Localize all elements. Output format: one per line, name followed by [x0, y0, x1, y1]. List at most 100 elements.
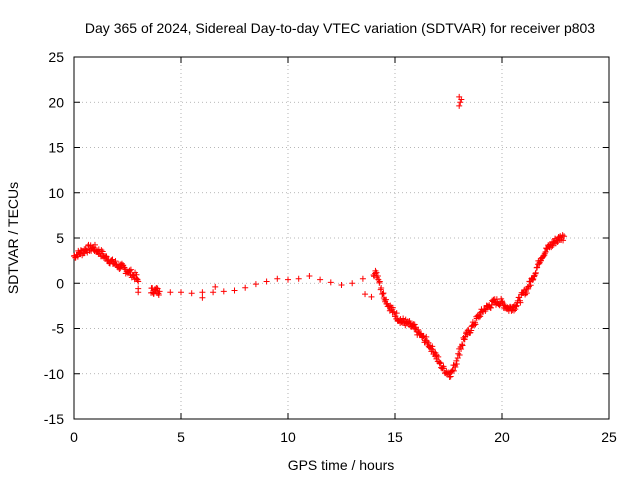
data-point	[532, 269, 539, 276]
data-point	[379, 290, 386, 297]
data-point	[156, 288, 163, 295]
x-tick-label: 25	[601, 429, 617, 445]
data-point	[456, 102, 463, 109]
data-point	[263, 278, 270, 285]
data-point	[429, 346, 436, 353]
data-point	[112, 258, 119, 265]
data-point	[285, 276, 291, 283]
data-point	[359, 275, 366, 282]
data-point	[368, 293, 375, 300]
data-point	[295, 275, 302, 282]
data-points	[71, 93, 568, 380]
data-point	[91, 241, 98, 248]
data-point	[393, 310, 400, 317]
data-point	[199, 294, 206, 301]
data-point	[409, 322, 416, 329]
data-point	[560, 237, 567, 244]
data-point	[472, 321, 479, 328]
y-tick-label: 5	[56, 230, 64, 246]
y-tick-label: -15	[44, 411, 64, 427]
data-point	[338, 282, 345, 289]
data-point	[178, 289, 184, 296]
data-point	[386, 303, 393, 310]
data-point	[378, 285, 385, 292]
data-point	[199, 289, 206, 296]
data-point	[317, 276, 324, 283]
data-point	[448, 368, 455, 375]
data-point	[116, 266, 123, 273]
data-point	[252, 281, 259, 288]
x-axis-label: GPS time / hours	[288, 457, 395, 473]
x-tick-label: 5	[177, 429, 185, 445]
data-point	[212, 283, 219, 290]
data-point	[349, 280, 356, 287]
data-point	[452, 363, 459, 370]
data-point	[306, 273, 313, 280]
data-point	[456, 93, 463, 100]
data-point	[400, 315, 407, 322]
data-point	[449, 367, 456, 374]
data-point	[391, 308, 398, 315]
data-point	[456, 351, 463, 358]
grid	[74, 57, 609, 419]
data-point	[440, 365, 447, 372]
data-point	[108, 257, 115, 264]
x-tick-label: 0	[70, 429, 78, 445]
data-point	[459, 342, 466, 349]
data-point	[135, 278, 142, 285]
data-point	[392, 313, 399, 320]
data-point	[376, 278, 383, 285]
data-point	[430, 349, 437, 356]
data-point	[135, 289, 142, 296]
y-tick-label: 10	[48, 185, 64, 201]
data-point	[373, 269, 380, 276]
data-point	[513, 302, 520, 309]
data-point	[455, 350, 462, 357]
data-point	[99, 248, 106, 255]
data-point	[327, 279, 334, 286]
data-point	[523, 290, 530, 297]
x-tick-label: 20	[494, 429, 510, 445]
data-point	[457, 99, 464, 106]
data-point	[155, 292, 162, 299]
data-point	[362, 291, 369, 298]
chart-title: Day 365 of 2024, Sidereal Day-to-day VTE…	[85, 20, 595, 36]
data-point	[435, 353, 442, 360]
data-point	[389, 304, 396, 311]
data-point	[210, 289, 217, 296]
data-point	[561, 233, 568, 240]
y-tick-label: 0	[56, 275, 64, 291]
data-point	[126, 267, 133, 274]
y-tick-label: -5	[52, 321, 65, 337]
data-point	[476, 312, 483, 319]
data-point	[411, 321, 418, 328]
data-point	[188, 290, 195, 297]
data-point	[487, 304, 494, 311]
data-point	[559, 232, 566, 239]
data-point	[133, 271, 140, 278]
data-point	[510, 307, 517, 314]
data-point	[82, 246, 89, 253]
data-point	[458, 346, 465, 353]
y-tick-label: 20	[48, 94, 64, 110]
data-point	[98, 247, 105, 254]
data-point	[549, 242, 556, 249]
data-point	[423, 333, 430, 340]
data-point	[167, 289, 174, 296]
x-tick-label: 15	[387, 429, 403, 445]
data-point	[274, 275, 281, 282]
data-point	[534, 264, 541, 271]
data-point	[450, 367, 457, 374]
data-point	[242, 284, 249, 291]
data-point	[95, 246, 102, 253]
data-point	[436, 360, 443, 367]
x-tick-label: 10	[280, 429, 296, 445]
data-point	[127, 266, 134, 273]
data-point	[453, 360, 460, 367]
data-point	[220, 288, 227, 295]
data-point	[103, 253, 110, 260]
y-tick-label: 15	[48, 140, 64, 156]
y-tick-label: 25	[48, 49, 64, 65]
data-point	[102, 254, 109, 261]
